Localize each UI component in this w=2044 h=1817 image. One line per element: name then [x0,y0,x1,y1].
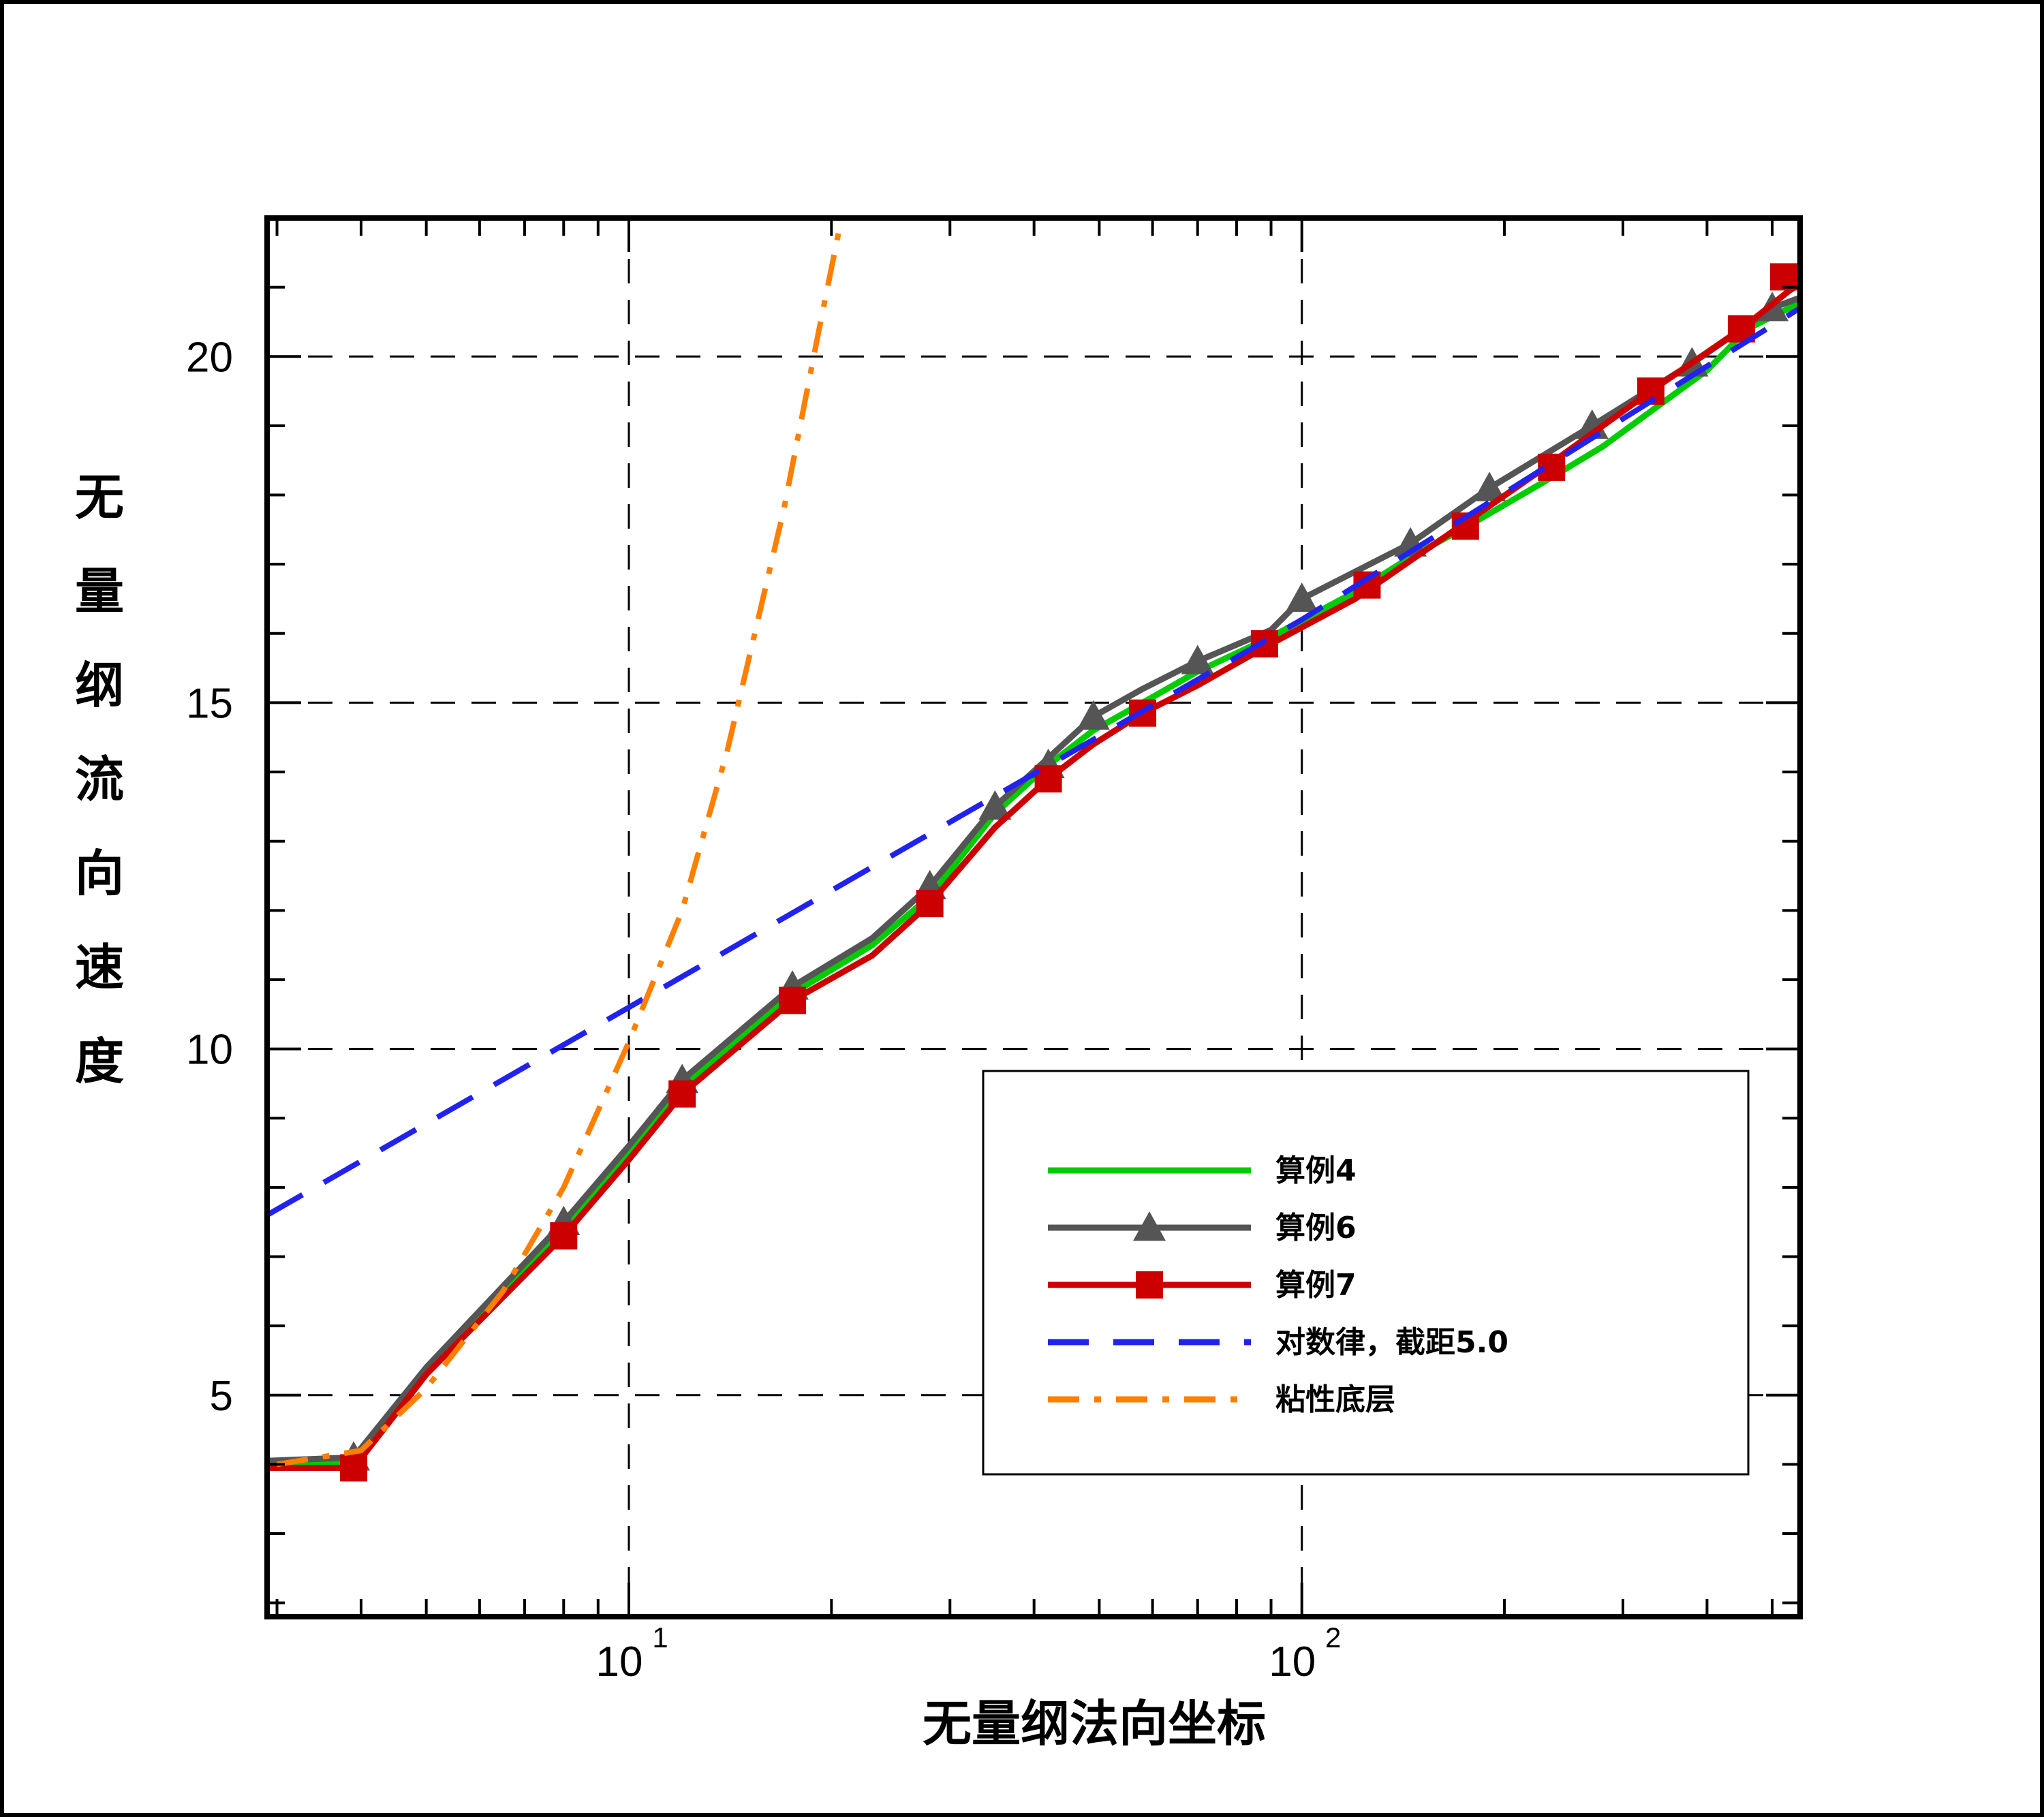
axis-tick-labels: 5 10 15 20 10 1 10 2 [186,334,1341,1686]
x-tick-label-exponent: 2 [1325,1621,1341,1653]
legend-label: 算例6 [1275,1211,1357,1245]
square-marker [1136,1271,1163,1299]
y-tick-label: 20 [186,334,233,381]
triangle-marker [1473,471,1506,501]
triangle-marker [1575,409,1609,439]
legend: 算例4 算例6 算例7 对数律，截距5.0 粘性底层 [982,1070,1750,1476]
x-axis-title: 无量纲法向坐标 [923,1695,1266,1752]
square-marker [340,1454,368,1482]
y-tick-label: 15 [186,680,233,727]
legend-label: 算例4 [1275,1153,1357,1188]
triangle-marker [1077,700,1110,730]
legend-label: 粘性底层 [1275,1382,1395,1417]
legend-box [982,1070,1750,1476]
square-marker [550,1222,578,1250]
triangle-marker [1285,582,1318,612]
square-marker [668,1080,696,1108]
legend-label: 对数律，截距5.0 [1275,1325,1508,1360]
triangle-marker [1133,1211,1166,1241]
x-tick-label-exponent: 1 [652,1621,668,1653]
x-tick-label: 10 [1269,1639,1316,1686]
square-marker [779,987,807,1014]
square-marker [916,890,944,918]
x-tick-label: 10 [596,1639,643,1686]
series-line [267,305,1800,1217]
y-tick-label: 10 [186,1027,233,1074]
legend-label: 算例7 [1275,1268,1357,1303]
series-line [276,218,845,1467]
plot-series-group [267,218,1800,1482]
triangle-marker [978,790,1012,820]
y-tick-label: 5 [210,1373,233,1420]
triangle-marker [1181,645,1214,674]
y-axis-title: 无量纲流向速度 [75,469,124,1090]
square-marker [1034,765,1062,793]
axis-ticks [267,218,1800,1617]
series-line [267,280,1800,1471]
